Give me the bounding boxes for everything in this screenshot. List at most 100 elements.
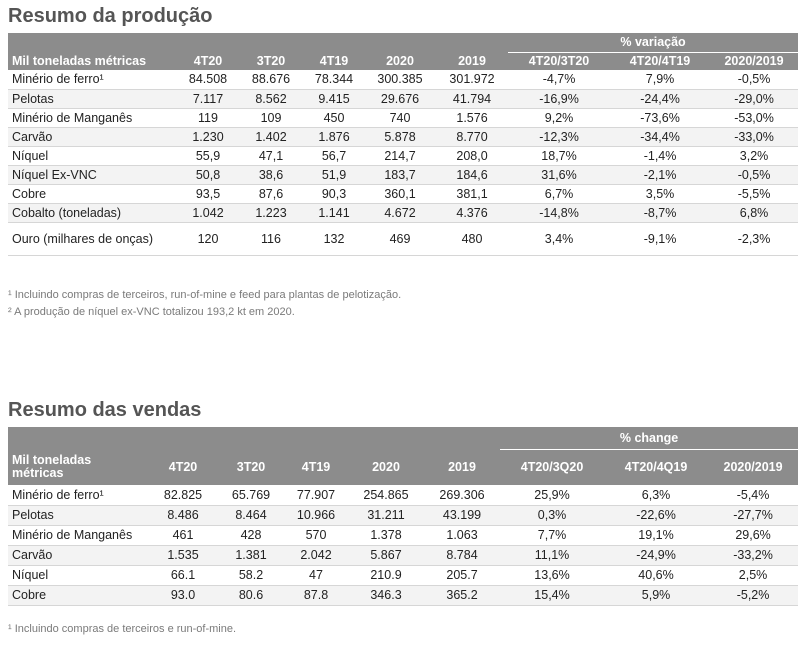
table-cell: 9.415 bbox=[304, 89, 364, 109]
table-cell: -0,5% bbox=[710, 165, 799, 185]
table-cell: 11,1% bbox=[500, 545, 605, 566]
sales-group-header: % change bbox=[8, 427, 799, 450]
production-column-header: Mil toneladas métricas 4T20 3T20 4T19 2020 20… bbox=[8, 52, 799, 70]
sales-header-cell: 2020 bbox=[372, 460, 400, 474]
row-label: Pelotas bbox=[8, 505, 148, 526]
table-cell: 214,7 bbox=[364, 146, 436, 166]
row-label: Níquel Ex-VNC bbox=[8, 165, 178, 185]
table-cell: 65.769 bbox=[218, 485, 284, 506]
table-row: Carvão 1.230 1.402 1.876 5.878 8.770 -12,3% -34… bbox=[8, 127, 799, 147]
table-cell: 8.486 bbox=[148, 505, 218, 526]
table-cell: 5.867 bbox=[348, 545, 424, 566]
table-cell: 740 bbox=[364, 108, 436, 128]
table-cell: 3,4% bbox=[508, 222, 611, 256]
table-row: Carvão 1.535 1.381 2.042 5.867 8.784 11,1% -24,… bbox=[8, 545, 799, 566]
table-row: Minério de ferro¹ 82.825 65.769 77.907 254.8… bbox=[8, 485, 799, 506]
production-header-cell: 4T20/4T19 bbox=[629, 54, 691, 69]
production-header-cell: 2020/2019 bbox=[724, 54, 784, 69]
table-cell: 120 bbox=[178, 222, 238, 256]
table-cell: 40,6% bbox=[604, 565, 709, 586]
table-cell: 3,2% bbox=[710, 146, 799, 166]
table-cell: 346.3 bbox=[348, 585, 424, 606]
sales-column-header: Mil toneladas métricas 4T20 3T20 4T19 2020 20… bbox=[8, 449, 799, 485]
row-label: Cobre bbox=[8, 585, 148, 606]
table-cell: 77.907 bbox=[284, 485, 348, 506]
table-cell: 301.972 bbox=[436, 70, 509, 90]
table-cell: 18,7% bbox=[508, 146, 611, 166]
sales-note-1: ¹ Incluindo compras de terceiros e run-o… bbox=[8, 623, 237, 635]
table-cell: 51,9 bbox=[304, 165, 364, 185]
table-cell: 269.306 bbox=[424, 485, 501, 506]
table-cell: 1.042 bbox=[178, 203, 238, 223]
table-cell: 55,9 bbox=[178, 146, 238, 166]
table-cell: 66.1 bbox=[148, 565, 218, 586]
table-cell: 210.9 bbox=[348, 565, 424, 586]
production-header-cell: 2019 bbox=[458, 54, 486, 68]
row-label: Pelotas bbox=[8, 89, 178, 109]
table-cell: 119 bbox=[178, 108, 238, 128]
table-cell: -16,9% bbox=[508, 89, 611, 109]
table-cell: -22,6% bbox=[604, 505, 709, 526]
row-label: Níquel bbox=[8, 565, 148, 586]
table-cell: -12,3% bbox=[508, 127, 611, 147]
production-table: % variação Mil toneladas métricas 4T20 3T2… bbox=[8, 33, 799, 256]
table-cell: 116 bbox=[238, 222, 304, 256]
production-header-cell: 4T19 bbox=[319, 54, 349, 68]
table-cell: -34,4% bbox=[610, 127, 711, 147]
row-label: Cobre bbox=[8, 184, 178, 204]
table-cell: 41.794 bbox=[436, 89, 509, 109]
table-cell: -5,2% bbox=[708, 585, 799, 606]
table-cell: 469 bbox=[364, 222, 436, 256]
table-cell: -24,9% bbox=[604, 545, 709, 566]
row-label: Minério de Manganês bbox=[8, 525, 148, 546]
table-cell: 1.876 bbox=[304, 127, 364, 147]
table-cell: 29.676 bbox=[364, 89, 436, 109]
sales-header-cell: 4T20/4Q19 bbox=[624, 460, 688, 475]
table-cell: -5,4% bbox=[708, 485, 799, 506]
table-cell: 25,9% bbox=[500, 485, 605, 506]
table-cell: -33,2% bbox=[708, 545, 799, 566]
table-cell: 208,0 bbox=[436, 146, 509, 166]
row-label: Minério de ferro¹ bbox=[8, 70, 178, 90]
sales-variation-label: % change bbox=[500, 427, 799, 450]
table-cell: 1.141 bbox=[304, 203, 364, 223]
table-cell: 184,6 bbox=[436, 165, 509, 185]
table-cell: -33,0% bbox=[710, 127, 799, 147]
table-cell: 43.199 bbox=[424, 505, 501, 526]
table-cell: 1.535 bbox=[148, 545, 218, 566]
table-row: Níquel 66.1 58.2 47 210.9 205.7 13,6% 40,6% 2,5% bbox=[8, 565, 799, 586]
table-cell: 4.376 bbox=[436, 203, 509, 223]
production-note-2: ² A produção de níquel ex-VNC totalizou … bbox=[8, 306, 295, 318]
table-cell: -53,0% bbox=[710, 108, 799, 128]
row-label: Minério de Manganês bbox=[8, 108, 178, 128]
table-cell: -27,7% bbox=[708, 505, 799, 526]
sales-rows: Minério de ferro¹ 82.825 65.769 77.907 254.8… bbox=[8, 485, 799, 606]
table-cell: -2,1% bbox=[610, 165, 711, 185]
table-cell: 29,6% bbox=[708, 525, 799, 546]
table-cell: 88.676 bbox=[238, 70, 304, 90]
table-cell: 0,3% bbox=[500, 505, 605, 526]
table-cell: 7.117 bbox=[178, 89, 238, 109]
sales-table: % change Mil toneladas métricas 4T20 3T20 4… bbox=[8, 427, 799, 606]
table-row: Cobre 93,5 87,6 90,3 360,1 381,1 6,7% 3,5% -5,5% bbox=[8, 184, 799, 204]
table-cell: -8,7% bbox=[610, 203, 711, 223]
table-row: Minério de Manganês 461 428 570 1.378 1.063 7,… bbox=[8, 525, 799, 546]
sales-header-cell: 4T20/3Q20 bbox=[520, 460, 584, 475]
sales-header-cell: 4T20 bbox=[168, 460, 198, 474]
table-cell: 7,7% bbox=[500, 525, 605, 546]
table-cell: 38,6 bbox=[238, 165, 304, 185]
production-title: Resumo da produção bbox=[8, 5, 213, 27]
sales-header-cell: Mil toneladas métricas bbox=[12, 453, 92, 480]
table-row: Pelotas 7.117 8.562 9.415 29.676 41.794 -16,9%… bbox=[8, 89, 799, 109]
table-cell: 5,9% bbox=[604, 585, 709, 606]
table-cell: 1.381 bbox=[218, 545, 284, 566]
table-cell: 78.344 bbox=[304, 70, 364, 90]
row-label: Carvão bbox=[8, 545, 148, 566]
table-cell: 90,3 bbox=[304, 184, 364, 204]
table-cell: -2,3% bbox=[710, 222, 799, 256]
table-cell: 7,9% bbox=[610, 70, 711, 90]
table-cell: 365.2 bbox=[424, 585, 501, 606]
production-variation-label: % variação bbox=[508, 33, 799, 53]
table-cell: -29,0% bbox=[710, 89, 799, 109]
sales-header-cell: 3T20 bbox=[236, 460, 266, 474]
